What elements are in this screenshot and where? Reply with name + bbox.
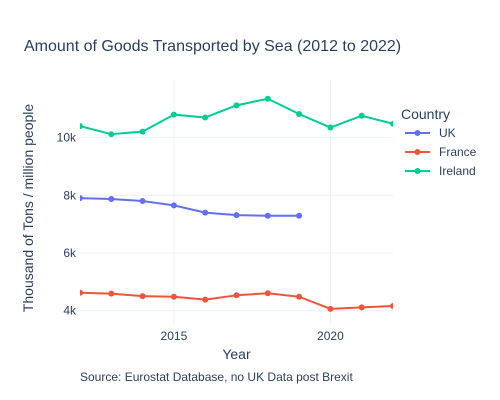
y-tick-label: 4k [63, 304, 77, 318]
legend-label-france: France [439, 145, 477, 159]
data-point-ireland[interactable] [202, 114, 209, 121]
data-point-uk[interactable] [296, 212, 303, 219]
legend-marker-ireland [414, 168, 421, 174]
data-point-ireland[interactable] [264, 95, 271, 102]
data-point-uk[interactable] [108, 196, 115, 203]
data-point-france[interactable] [264, 290, 271, 297]
data-point-france[interactable] [358, 304, 365, 311]
series-uk [77, 195, 303, 219]
data-point-france[interactable] [233, 292, 240, 299]
legend-marker-france [414, 149, 421, 155]
y-axis-title: Thousand of Tons / million people [20, 104, 36, 313]
legend-marker-uk [414, 130, 421, 136]
y-tick-label: 8k [63, 188, 77, 202]
data-point-ireland[interactable] [233, 102, 240, 109]
data-point-uk[interactable] [202, 209, 209, 216]
data-point-ireland[interactable] [139, 128, 146, 135]
data-point-ireland[interactable] [296, 111, 303, 118]
data-point-ireland[interactable] [358, 112, 365, 119]
data-point-uk[interactable] [139, 198, 146, 205]
chart-title: Amount of Goods Transported by Sea (2012… [24, 38, 401, 55]
data-point-france[interactable] [202, 296, 209, 303]
x-tick-label: 2015 [161, 329, 188, 343]
legend-item-ireland[interactable]: Ireland [405, 164, 476, 178]
data-point-france[interactable] [327, 305, 334, 312]
data-point-ireland[interactable] [108, 131, 115, 138]
data-point-ireland[interactable] [170, 111, 177, 118]
source-annotation: Source: Eurostat Database, no UK Data po… [80, 370, 353, 384]
data-point-france[interactable] [296, 293, 303, 300]
x-tick-label: 2020 [317, 329, 344, 343]
legend: Country UK France Ireland [401, 106, 477, 178]
legend-item-uk[interactable]: UK [405, 126, 456, 140]
series-ireland [77, 95, 396, 138]
data-point-ireland[interactable] [77, 123, 83, 130]
axis-ticks: 4k 6k 8k 10k 2015 2020 [57, 131, 344, 343]
data-point-france[interactable] [390, 302, 396, 309]
series-line-uk [80, 197, 300, 217]
data-point-france[interactable] [139, 293, 146, 300]
data-point-france[interactable] [170, 293, 177, 300]
legend-label-uk: UK [439, 126, 456, 140]
grid [80, 80, 393, 325]
legend-item-france[interactable]: France [405, 145, 477, 159]
data-point-ireland[interactable] [390, 120, 396, 127]
data-point-ireland[interactable] [327, 124, 334, 131]
y-tick-label: 6k [63, 246, 77, 260]
x-axis-title: Year [222, 346, 251, 362]
data-point-uk[interactable] [233, 212, 240, 219]
series-france [77, 289, 396, 312]
legend-label-ireland: Ireland [439, 164, 476, 178]
legend-title: Country [401, 106, 450, 122]
plot-area [77, 95, 396, 312]
data-point-uk[interactable] [170, 202, 177, 209]
data-point-uk[interactable] [264, 212, 271, 219]
data-point-uk[interactable] [77, 195, 83, 202]
data-point-france[interactable] [108, 290, 115, 297]
data-point-france[interactable] [77, 289, 83, 296]
y-tick-label: 10k [57, 131, 77, 145]
